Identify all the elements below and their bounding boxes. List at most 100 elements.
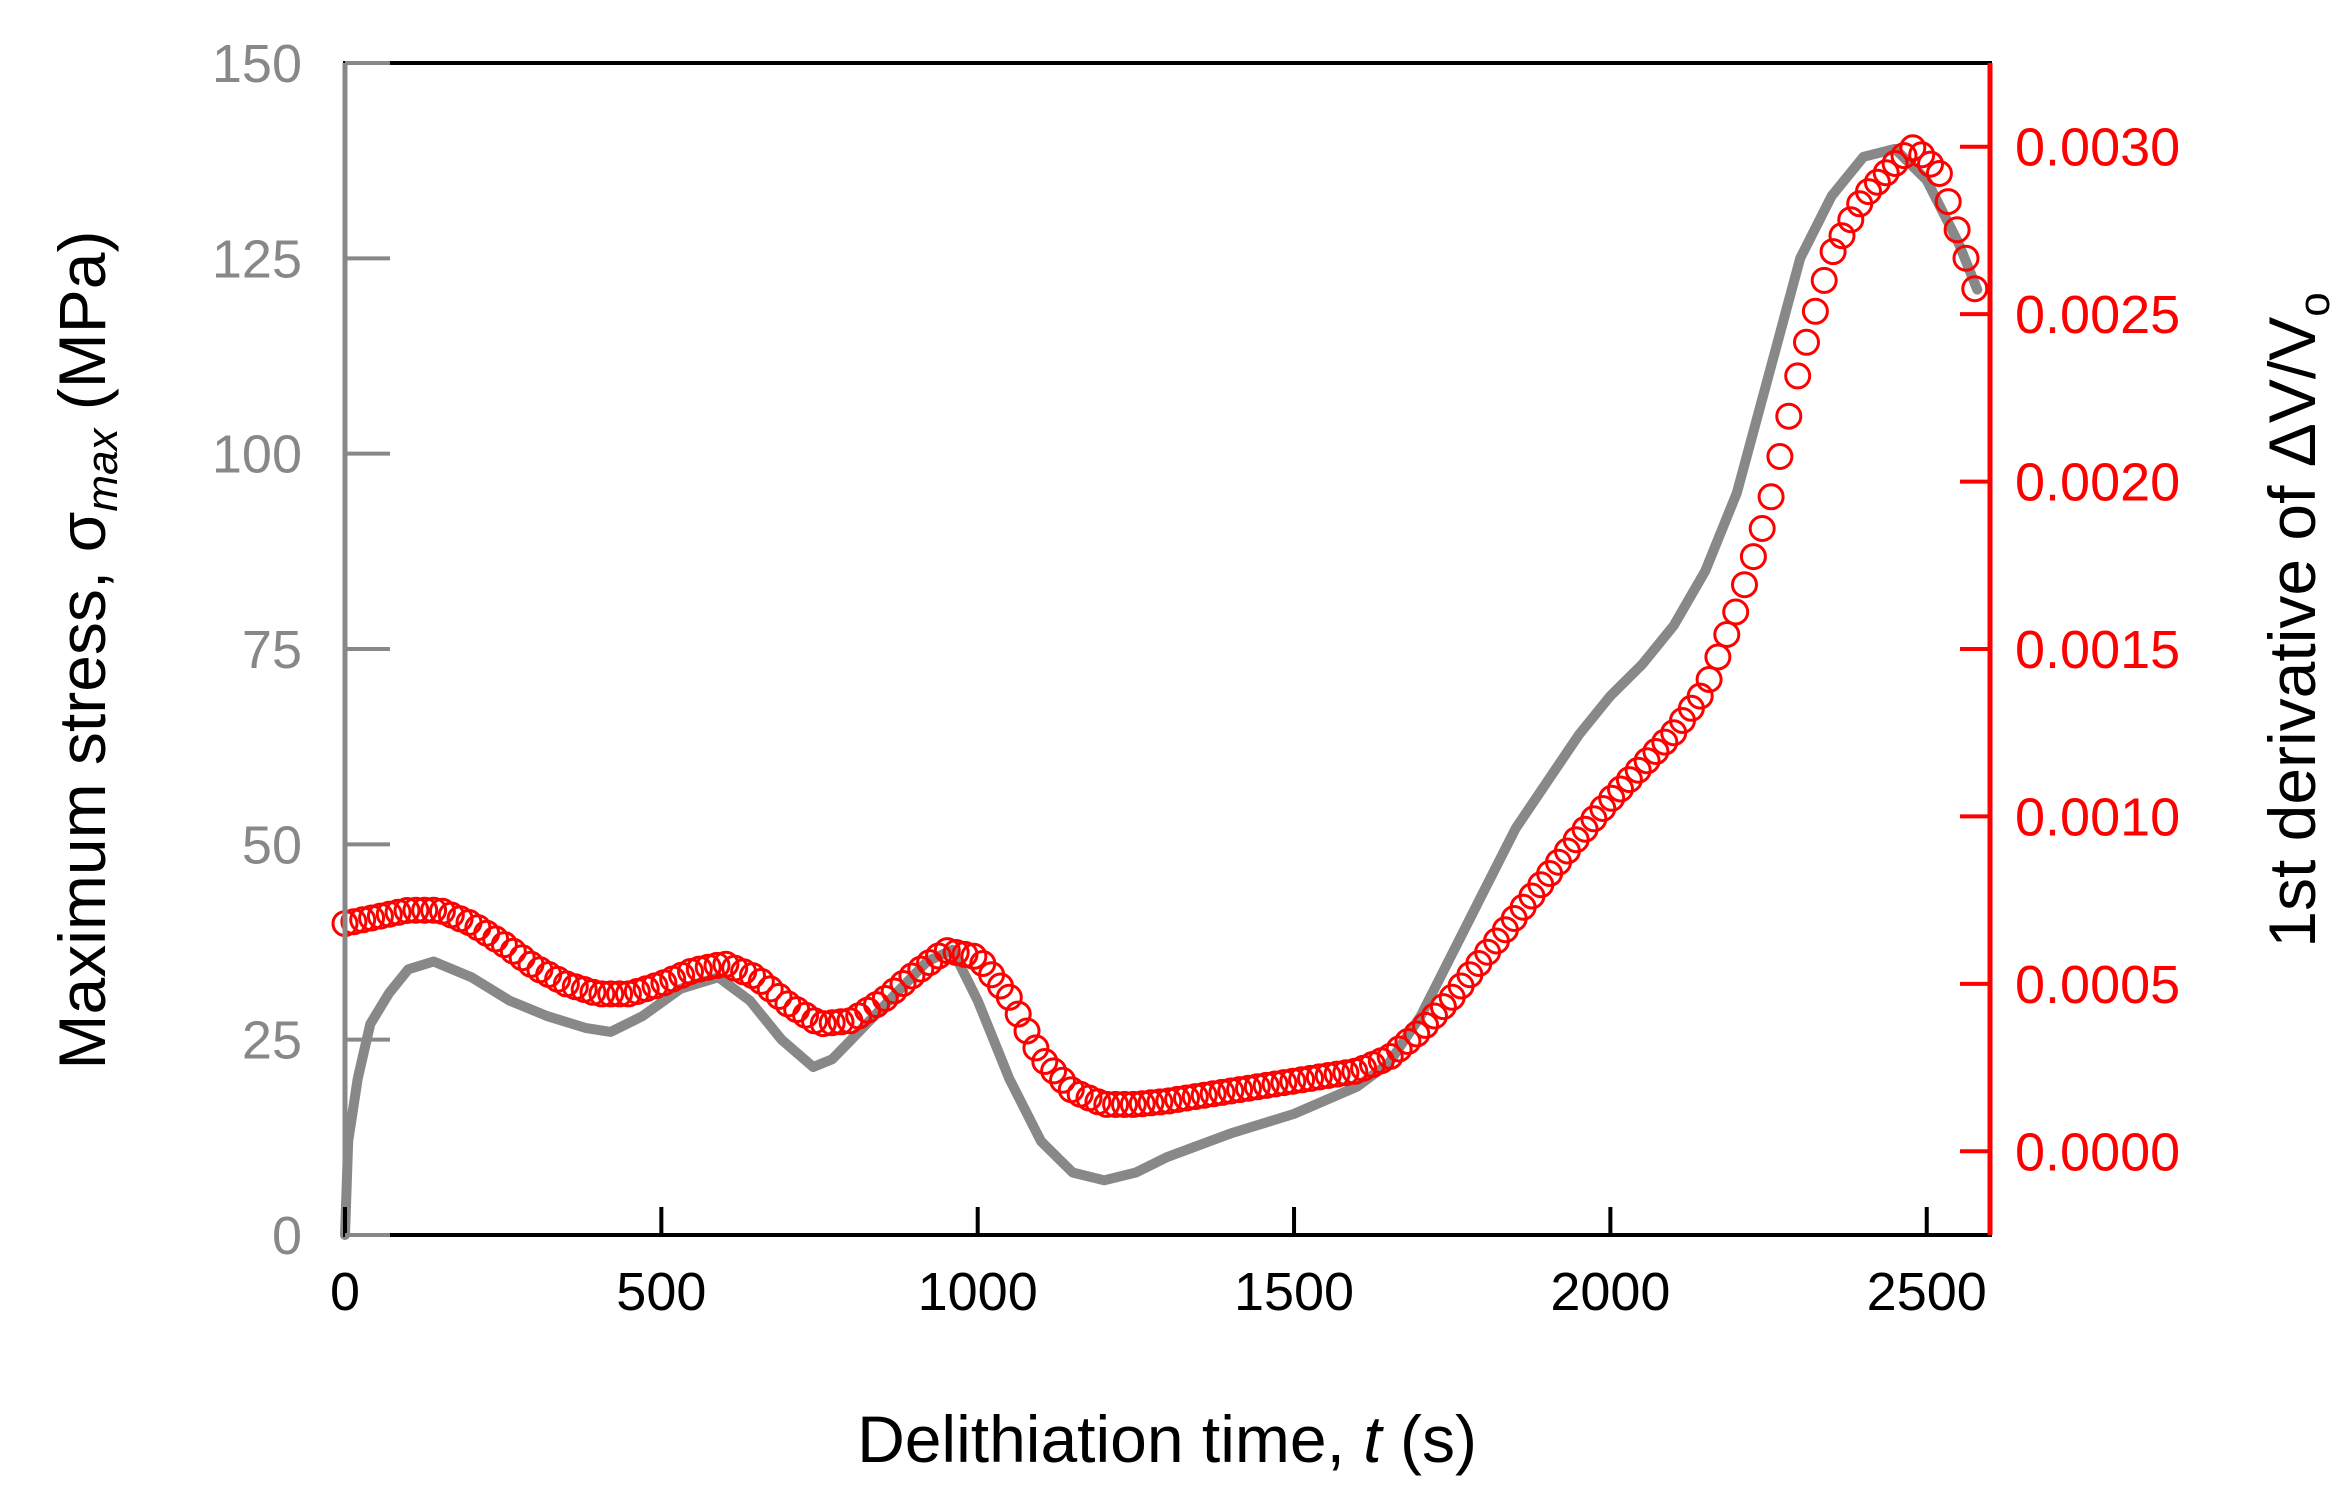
derivative-marker [1332,1059,1360,1087]
derivative-marker [889,970,917,997]
derivative-marker [1607,775,1634,803]
derivative-marker [747,967,775,995]
left-y-axis-label-text: Maximum stress, σ [45,512,119,1070]
derivative-marker [756,975,784,1003]
derivative-marker [1226,1076,1254,1104]
right-y-tick-label: 0.0025 [2015,285,2180,345]
derivative-marker [1633,747,1661,775]
derivative-marker [1031,1048,1059,1075]
derivative-marker [1934,188,1962,216]
derivative-marker [1111,1090,1138,1118]
derivative-marker [1412,1011,1440,1039]
derivative-marker [1828,222,1856,250]
derivative-marker [1049,1066,1076,1094]
derivative-marker [960,942,988,970]
derivative-marker [1731,571,1758,599]
right-y-axis: 0.0000 0.0005 0.0010 0.0015 0.0020 0.0025 0.00… [1960,118,2180,1182]
derivative-marker [490,931,518,959]
derivative-marker [384,898,412,926]
left-y-axis-label-sub: max [78,427,127,512]
derivative-marker [1855,178,1882,206]
x-tick-label: 1500 [1234,1262,1354,1322]
derivative-marker [1775,402,1803,430]
derivative-marker [1314,1062,1342,1089]
x-axis-label-text: Delithiation time, [857,1402,1363,1476]
right-y-axis-label-text: 1st derivative of ΔV/V [2255,317,2329,948]
derivative-marker [1837,206,1865,234]
derivative-marker [1642,738,1670,765]
derivative-marker [1102,1090,1130,1118]
left-y-tick-label: 75 [242,620,302,680]
derivative-marker [871,985,899,1012]
derivative-marker [597,980,625,1008]
right-y-tick-label: 0.0020 [2015,453,2180,513]
derivative-marker [1288,1066,1316,1094]
x-axis-label-var: t [1363,1402,1384,1476]
derivative-marker [1013,1017,1041,1045]
right-y-tick-label: 0.0015 [2015,620,2180,680]
derivative-marker [1872,159,1900,187]
derivative-marker [1890,142,1918,170]
derivative-marker [1128,1090,1156,1118]
plot-frame [343,61,1992,1237]
derivative-marker [1252,1071,1280,1099]
derivative-marker [1748,515,1776,542]
derivative-marker [420,896,448,924]
derivative-marker [1580,805,1608,833]
derivative-marker [1173,1084,1200,1112]
right-y-tick-label: 0.0030 [2015,118,2180,178]
derivative-marker [1695,666,1723,693]
derivative-marker [579,978,607,1006]
derivative-marker [1713,621,1741,648]
derivative-marker [1819,238,1847,266]
right-y-tick-label: 0.0000 [2015,1122,2180,1182]
derivative-marker [1766,443,1794,470]
derivative-marker [1686,682,1714,710]
derivative-marker [1243,1073,1271,1101]
derivative-marker [1093,1090,1121,1118]
derivative-marker [1155,1087,1183,1115]
derivative-marker [402,896,430,924]
derivative-marker [1863,168,1891,196]
derivative-marker [1961,275,1989,303]
x-tick-label: 500 [616,1262,706,1322]
right-y-tick-label: 0.0005 [2015,955,2180,1015]
derivative-marker [1793,328,1820,356]
left-y-tick-label: 100 [212,425,302,485]
derivative-marker [1952,244,1980,272]
left-y-tick-label: 50 [242,815,302,875]
x-tick-label: 2000 [1550,1262,1670,1322]
derivative-marker [1881,150,1909,177]
x-tick-label: 1000 [918,1262,1038,1322]
derivative-marker [765,982,793,1010]
left-y-tick-label: 125 [212,229,302,289]
x-tick-label: 0 [330,1262,360,1322]
derivative-marker [1615,766,1643,794]
derivative-marker [1429,993,1457,1021]
derivative-marker [411,896,439,924]
derivative-marker [1739,543,1767,571]
derivative-marker [1217,1077,1245,1105]
derivative-marker [1181,1083,1209,1111]
derivative-marker [1270,1069,1298,1097]
derivative-marker [818,1009,846,1037]
left-y-tick-label: 0 [272,1206,302,1266]
derivative-marker [1261,1070,1289,1098]
derivative-marker [1908,141,1936,169]
derivative-marker [1190,1081,1218,1109]
derivative-marker [1722,598,1750,626]
derivative-marker [880,977,908,1005]
derivative-marker [1784,362,1812,390]
derivative-marker [1917,150,1944,178]
derivative-marker [1403,1020,1431,1048]
derivative-marker [1801,297,1829,325]
left-y-axis-label-unit: (MPa) [45,231,119,429]
derivative-marker [898,962,926,990]
derivative-marker [1385,1035,1413,1063]
derivative-marker [588,980,616,1008]
derivative-marker [1208,1078,1236,1106]
plot-series [331,134,1989,1240]
derivative-marker [1899,134,1927,162]
derivative-marker [1137,1089,1165,1117]
